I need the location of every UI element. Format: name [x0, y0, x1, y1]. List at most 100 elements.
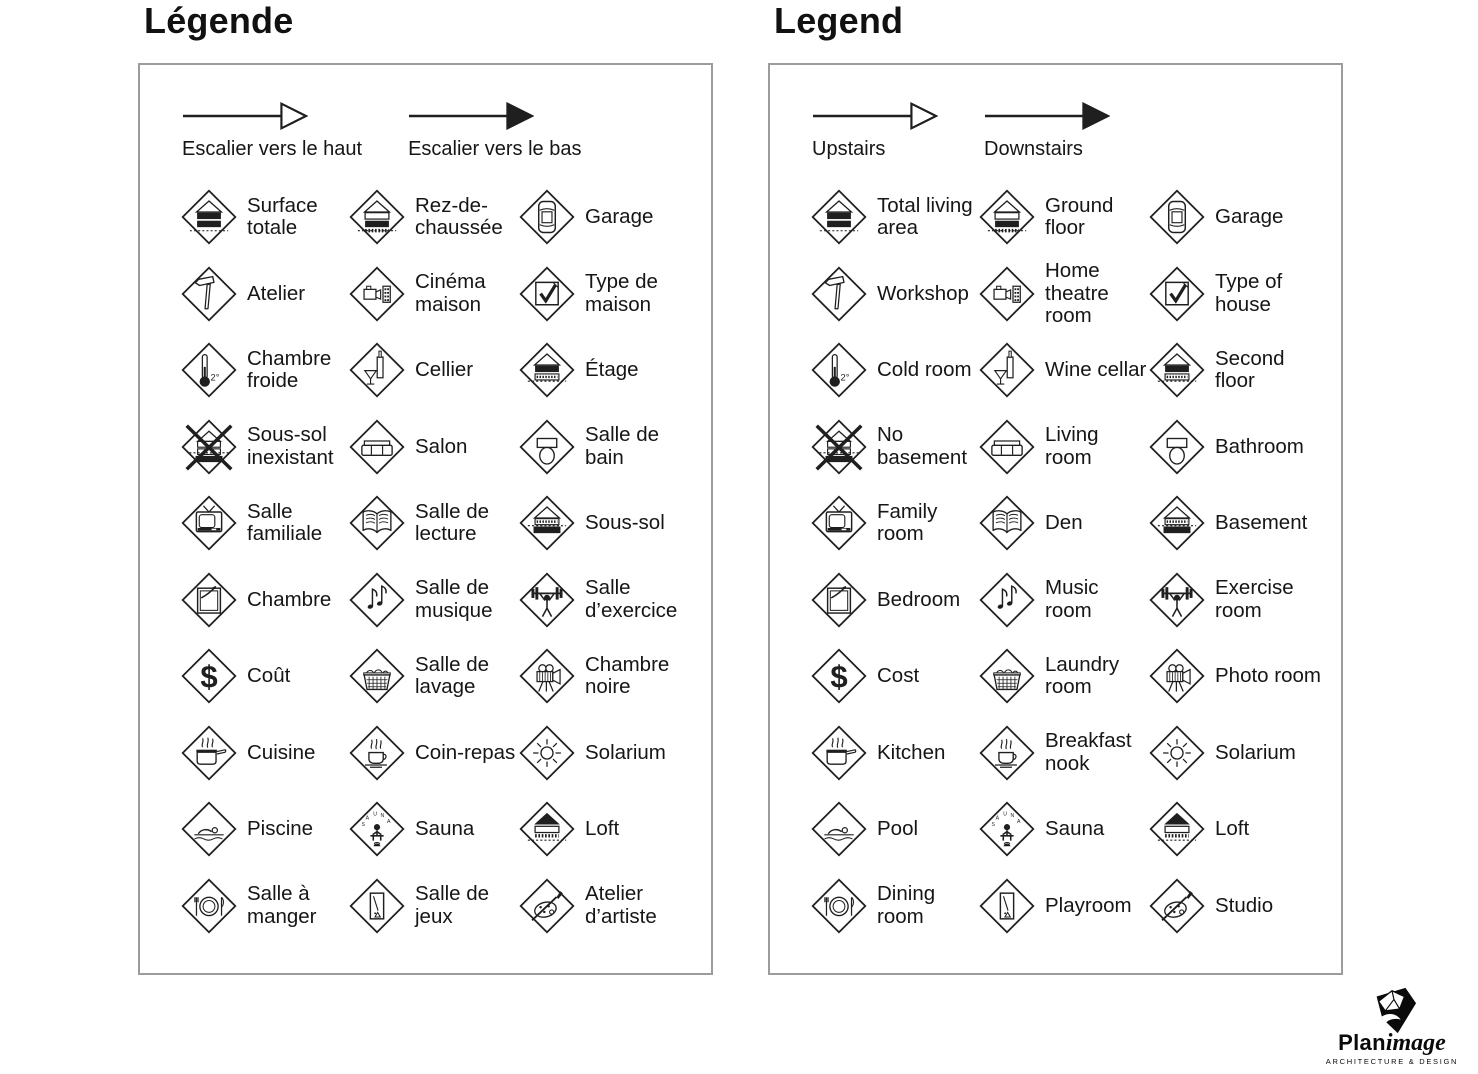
type-of-house-icon [518, 265, 576, 323]
dining-room-icon [810, 877, 868, 935]
legend-item-label: Salle familiale [247, 499, 323, 546]
living-room-icon [978, 418, 1036, 476]
solarium-icon [1148, 724, 1206, 782]
legend-item: Home theatre room [978, 260, 1148, 327]
legend-item-label: Living room [1045, 423, 1099, 469]
legend-item: Wine cellar [978, 341, 1148, 399]
legend-item: Dining room [810, 877, 978, 935]
legend-item-label: Photo room [1215, 664, 1321, 688]
legend-item: Breakfast nook [978, 724, 1148, 782]
legend-item-label: Total living area [877, 193, 973, 240]
legend-item: Exercise room [1148, 571, 1329, 629]
legend-item-label: Sous-sol inexistant [247, 423, 334, 469]
legend-item: Kitchen [810, 724, 978, 782]
svg-text:N: N [381, 813, 385, 819]
legend-item-label: Surface totale [247, 193, 318, 240]
legend-item: Living room [978, 418, 1148, 476]
basement-icon [518, 494, 576, 552]
legend-item: Bedroom [810, 571, 978, 629]
legend-item-label: Wine cellar [1045, 358, 1147, 382]
legend-item: Playroom [978, 877, 1148, 935]
stairs-arrow-legend: Upstairs [812, 99, 938, 161]
music-room-icon [348, 571, 406, 629]
planimage-wordmark: Planimage [1314, 1031, 1470, 1055]
svg-text:S: S [361, 822, 365, 828]
legend-item-label: Playroom [1045, 893, 1132, 917]
family-room-icon [810, 494, 868, 552]
second-floor-icon [518, 341, 576, 399]
legend-item: Total living area [810, 188, 978, 246]
legend-item-label: Piscine [247, 817, 314, 841]
laundry-room-icon [348, 647, 406, 705]
legend-item-label: Family room [877, 499, 938, 546]
stairs-arrow-label: Escalier vers le haut [182, 138, 363, 160]
exercise-room-icon [518, 571, 576, 629]
legend-item: $ Cost [810, 647, 978, 705]
legend-item-label: Atelier [247, 281, 306, 305]
legend-item: Salle d’exercice [518, 571, 699, 629]
legend-item: S A U N A Sauna [348, 800, 518, 858]
legend-item: Étage [518, 341, 699, 399]
legend-item-label: Cold room [877, 358, 972, 382]
workshop-icon [180, 265, 238, 323]
legend-item-label: Sauna [415, 817, 475, 841]
legend-item-label: Music room [1045, 576, 1099, 622]
legend-item-label: Kitchen [877, 740, 946, 764]
legend-item: Salle de jeux [348, 877, 518, 935]
cost-icon: $ [810, 647, 868, 705]
no-basement-icon [810, 418, 868, 476]
legend-item: Salle de lecture [348, 494, 518, 552]
legend-item: Laundry room [978, 647, 1148, 705]
breakfast-nook-icon [978, 724, 1036, 782]
legend-item-label: Dining room [877, 882, 936, 928]
panel-english: Legend Upstairs Downstairs Total living a… [768, 0, 1343, 1074]
legend-item-label: Loft [1215, 817, 1250, 841]
stairs-arrow-legend: Escalier vers le haut [182, 99, 362, 161]
legend-item: Cinéma maison [348, 265, 518, 323]
studio-icon [518, 877, 576, 935]
legend-item-label: Cost [877, 664, 920, 688]
wine-cellar-icon [348, 341, 406, 399]
legend-item: Chambre noire [518, 647, 699, 705]
ground-floor-icon [978, 188, 1036, 246]
legend-item-label: Coût [247, 664, 291, 688]
legend-item: $ Coût [180, 647, 348, 705]
legend-item: Garage [518, 188, 699, 246]
dining-room-icon [180, 877, 238, 935]
legend-item-label: Bathroom [1215, 434, 1304, 458]
workshop-icon [810, 265, 868, 323]
playroom-icon [978, 877, 1036, 935]
legend-item: S A U N A Sauna [978, 800, 1148, 858]
legend-item: Salon [348, 418, 518, 476]
stairs-arrow-legend: Downstairs [984, 99, 1110, 161]
legend-item-label: Salon [415, 434, 468, 458]
page-title-english: Legend [774, 0, 904, 41]
exercise-room-icon [1148, 571, 1206, 629]
legend-item: No basement [810, 418, 978, 476]
legend-item: Chambre [180, 571, 348, 629]
legend-item-label: Sous-sol [585, 511, 665, 535]
den-icon [348, 494, 406, 552]
legend-item: Studio [1148, 877, 1329, 935]
legend-item: Sous-sol [518, 494, 699, 552]
legend-item: Garage [1148, 188, 1329, 246]
legend-item-label: Coin-repas [415, 740, 516, 764]
legend-item-label: Type de maison [585, 270, 658, 316]
legend-item: Family room [810, 494, 978, 552]
svg-text:A: A [387, 819, 391, 825]
legend-item: Type of house [1148, 265, 1329, 323]
legend-item: Atelier [180, 265, 348, 323]
legend-item-label: Rez-de-chaussée [415, 193, 503, 240]
breakfast-nook-icon [348, 724, 406, 782]
legend-item-label: Studio [1215, 893, 1274, 917]
legend-item-label: Ground floor [1045, 193, 1114, 240]
legend-item: Pool [810, 800, 978, 858]
total-living-area-icon [180, 188, 238, 246]
pool-icon [180, 800, 238, 858]
legend-item: Workshop [810, 265, 978, 323]
legend-item: Bathroom [1148, 418, 1329, 476]
legend-item-label: Den [1045, 511, 1083, 535]
legend-item: Photo room [1148, 647, 1329, 705]
legend-item: Salle de bain [518, 418, 699, 476]
